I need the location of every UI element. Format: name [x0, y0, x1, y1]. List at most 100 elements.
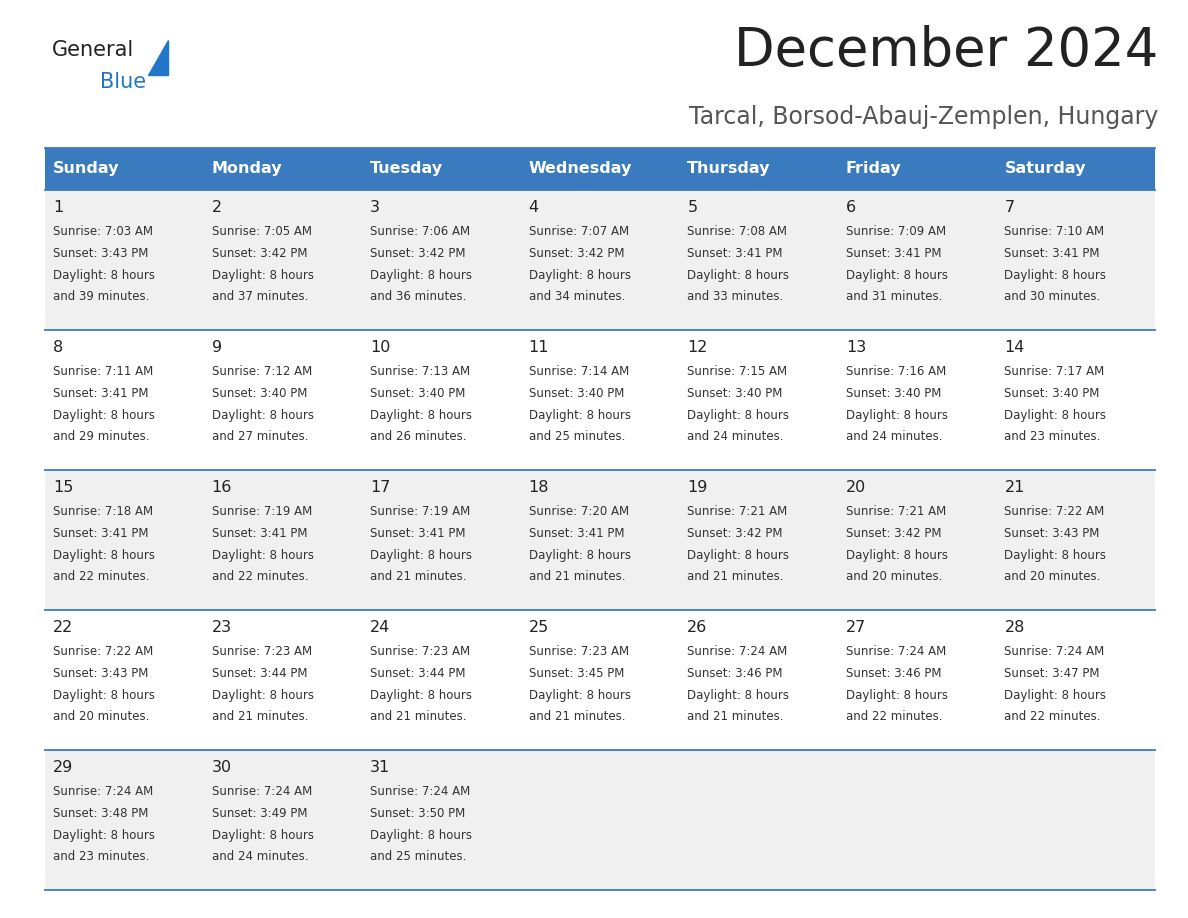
Text: Sunrise: 7:19 AM: Sunrise: 7:19 AM	[211, 505, 311, 518]
Text: Sunset: 3:46 PM: Sunset: 3:46 PM	[688, 667, 783, 680]
Text: Sunset: 3:45 PM: Sunset: 3:45 PM	[529, 667, 624, 680]
Text: Sunrise: 7:16 AM: Sunrise: 7:16 AM	[846, 365, 946, 378]
Text: 23: 23	[211, 620, 232, 635]
Bar	[680, 148, 838, 190]
Text: and 27 minutes.: and 27 minutes.	[211, 430, 308, 443]
Text: Sunrise: 7:09 AM: Sunrise: 7:09 AM	[846, 225, 946, 238]
Text: Daylight: 8 hours: Daylight: 8 hours	[846, 409, 948, 422]
Text: Sunrise: 7:17 AM: Sunrise: 7:17 AM	[1004, 365, 1105, 378]
Text: Daylight: 8 hours: Daylight: 8 hours	[1004, 689, 1106, 702]
Bar	[520, 148, 680, 190]
Text: Sunrise: 7:08 AM: Sunrise: 7:08 AM	[688, 225, 788, 238]
Text: and 31 minutes.: and 31 minutes.	[846, 290, 942, 303]
Text: and 39 minutes.: and 39 minutes.	[53, 290, 150, 303]
Text: Sunrise: 7:21 AM: Sunrise: 7:21 AM	[846, 505, 946, 518]
Text: 11: 11	[529, 340, 549, 355]
Text: Sunset: 3:42 PM: Sunset: 3:42 PM	[846, 527, 941, 540]
Text: and 25 minutes.: and 25 minutes.	[371, 850, 467, 863]
Text: Daylight: 8 hours: Daylight: 8 hours	[688, 689, 789, 702]
Text: Daylight: 8 hours: Daylight: 8 hours	[371, 829, 472, 842]
Text: Sunrise: 7:22 AM: Sunrise: 7:22 AM	[1004, 505, 1105, 518]
Text: Sunset: 3:40 PM: Sunset: 3:40 PM	[371, 387, 466, 400]
Text: Sunrise: 7:20 AM: Sunrise: 7:20 AM	[529, 505, 628, 518]
Text: Sunrise: 7:23 AM: Sunrise: 7:23 AM	[211, 645, 311, 658]
Text: Sunset: 3:41 PM: Sunset: 3:41 PM	[53, 387, 148, 400]
Text: 8: 8	[53, 340, 63, 355]
Polygon shape	[148, 40, 168, 75]
Text: 17: 17	[371, 480, 391, 495]
Text: Sunset: 3:42 PM: Sunset: 3:42 PM	[688, 527, 783, 540]
Text: and 37 minutes.: and 37 minutes.	[211, 290, 308, 303]
Text: Daylight: 8 hours: Daylight: 8 hours	[529, 549, 631, 562]
Text: Friday: Friday	[846, 162, 902, 176]
Text: 31: 31	[371, 760, 391, 775]
Text: Daylight: 8 hours: Daylight: 8 hours	[529, 409, 631, 422]
Text: Sunrise: 7:23 AM: Sunrise: 7:23 AM	[529, 645, 628, 658]
Text: 2: 2	[211, 200, 222, 215]
Text: and 23 minutes.: and 23 minutes.	[1004, 430, 1101, 443]
Text: Daylight: 8 hours: Daylight: 8 hours	[211, 829, 314, 842]
Text: Daylight: 8 hours: Daylight: 8 hours	[688, 409, 789, 422]
Bar	[45, 190, 1155, 330]
Text: Sunrise: 7:05 AM: Sunrise: 7:05 AM	[211, 225, 311, 238]
Text: and 22 minutes.: and 22 minutes.	[53, 570, 150, 583]
Text: and 20 minutes.: and 20 minutes.	[53, 710, 150, 723]
Text: Sunset: 3:43 PM: Sunset: 3:43 PM	[53, 667, 148, 680]
Text: Sunset: 3:40 PM: Sunset: 3:40 PM	[211, 387, 307, 400]
Text: Sunset: 3:50 PM: Sunset: 3:50 PM	[371, 807, 466, 820]
Text: Daylight: 8 hours: Daylight: 8 hours	[1004, 269, 1106, 282]
Text: Sunset: 3:41 PM: Sunset: 3:41 PM	[846, 247, 941, 260]
Text: 16: 16	[211, 480, 232, 495]
Text: Sunset: 3:40 PM: Sunset: 3:40 PM	[688, 387, 783, 400]
Text: Sunrise: 7:14 AM: Sunrise: 7:14 AM	[529, 365, 628, 378]
Text: and 22 minutes.: and 22 minutes.	[846, 710, 942, 723]
Text: Sunset: 3:40 PM: Sunset: 3:40 PM	[846, 387, 941, 400]
Text: Daylight: 8 hours: Daylight: 8 hours	[846, 269, 948, 282]
Text: Daylight: 8 hours: Daylight: 8 hours	[371, 269, 472, 282]
Text: 30: 30	[211, 760, 232, 775]
Text: Sunrise: 7:19 AM: Sunrise: 7:19 AM	[371, 505, 470, 518]
Text: Daylight: 8 hours: Daylight: 8 hours	[211, 409, 314, 422]
Text: Daylight: 8 hours: Daylight: 8 hours	[53, 409, 154, 422]
Bar	[45, 610, 1155, 750]
Text: and 24 minutes.: and 24 minutes.	[846, 430, 942, 443]
Text: Sunrise: 7:10 AM: Sunrise: 7:10 AM	[1004, 225, 1105, 238]
Text: Sunrise: 7:22 AM: Sunrise: 7:22 AM	[53, 645, 153, 658]
Bar	[45, 470, 1155, 610]
Text: 12: 12	[688, 340, 708, 355]
Text: Daylight: 8 hours: Daylight: 8 hours	[529, 689, 631, 702]
Text: and 22 minutes.: and 22 minutes.	[211, 570, 308, 583]
Text: Tarcal, Borsod-Abauj-Zemplen, Hungary: Tarcal, Borsod-Abauj-Zemplen, Hungary	[689, 105, 1158, 129]
Text: 6: 6	[846, 200, 857, 215]
Text: Sunset: 3:41 PM: Sunset: 3:41 PM	[53, 527, 148, 540]
Text: Sunrise: 7:13 AM: Sunrise: 7:13 AM	[371, 365, 470, 378]
Text: General: General	[52, 40, 134, 60]
Text: 24: 24	[371, 620, 391, 635]
Text: 7: 7	[1004, 200, 1015, 215]
Text: Sunday: Sunday	[53, 162, 120, 176]
Text: Sunrise: 7:24 AM: Sunrise: 7:24 AM	[846, 645, 946, 658]
Text: Sunrise: 7:12 AM: Sunrise: 7:12 AM	[211, 365, 311, 378]
Text: Blue: Blue	[100, 72, 146, 92]
Text: Daylight: 8 hours: Daylight: 8 hours	[688, 269, 789, 282]
Text: Sunset: 3:40 PM: Sunset: 3:40 PM	[1004, 387, 1100, 400]
Text: and 20 minutes.: and 20 minutes.	[1004, 570, 1101, 583]
Text: and 26 minutes.: and 26 minutes.	[371, 430, 467, 443]
Text: Sunset: 3:41 PM: Sunset: 3:41 PM	[211, 527, 307, 540]
Text: Daylight: 8 hours: Daylight: 8 hours	[688, 549, 789, 562]
Text: Sunset: 3:41 PM: Sunset: 3:41 PM	[529, 527, 624, 540]
Text: Daylight: 8 hours: Daylight: 8 hours	[53, 829, 154, 842]
Text: Daylight: 8 hours: Daylight: 8 hours	[846, 549, 948, 562]
Bar	[45, 750, 1155, 890]
Text: Sunrise: 7:24 AM: Sunrise: 7:24 AM	[53, 785, 153, 798]
Text: Sunset: 3:49 PM: Sunset: 3:49 PM	[211, 807, 307, 820]
Text: 9: 9	[211, 340, 222, 355]
Text: Sunrise: 7:18 AM: Sunrise: 7:18 AM	[53, 505, 153, 518]
Text: Daylight: 8 hours: Daylight: 8 hours	[1004, 409, 1106, 422]
Text: Daylight: 8 hours: Daylight: 8 hours	[211, 269, 314, 282]
Text: Sunrise: 7:24 AM: Sunrise: 7:24 AM	[1004, 645, 1105, 658]
Text: Daylight: 8 hours: Daylight: 8 hours	[211, 549, 314, 562]
Text: Sunset: 3:46 PM: Sunset: 3:46 PM	[846, 667, 941, 680]
Text: Wednesday: Wednesday	[529, 162, 632, 176]
Text: Tuesday: Tuesday	[371, 162, 443, 176]
